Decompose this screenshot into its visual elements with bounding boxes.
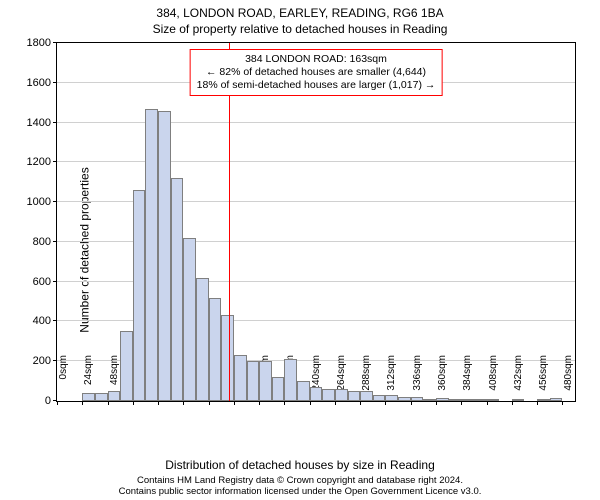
x-tick-label: 384sqm bbox=[462, 355, 473, 403]
plot-area: 0200400600800100012001400160018000sqm24s… bbox=[56, 42, 576, 402]
histogram-bar bbox=[360, 391, 373, 401]
histogram-bar bbox=[145, 109, 158, 401]
histogram-bar bbox=[512, 399, 525, 401]
histogram-bar bbox=[247, 361, 260, 401]
y-tick-label: 1200 bbox=[27, 156, 57, 168]
y-tick-label: 1400 bbox=[27, 117, 57, 129]
histogram-bar bbox=[158, 111, 171, 401]
histogram-bar bbox=[108, 391, 121, 401]
gridline bbox=[57, 122, 575, 123]
histogram-bar bbox=[171, 178, 184, 401]
histogram-bar bbox=[322, 389, 335, 401]
annotation-line-1: 384 LONDON ROAD: 163sqm bbox=[197, 53, 436, 66]
attribution-footer: Contains HM Land Registry data © Crown c… bbox=[0, 476, 600, 498]
histogram-bar bbox=[82, 393, 95, 401]
histogram-bar bbox=[537, 399, 550, 401]
histogram-bar bbox=[259, 361, 272, 401]
histogram-bar bbox=[196, 278, 209, 401]
histogram-bar bbox=[474, 399, 487, 401]
histogram-bar bbox=[348, 391, 361, 401]
histogram-bar bbox=[209, 298, 222, 401]
histogram-bar bbox=[449, 399, 462, 401]
x-tick-label: 0sqm bbox=[58, 355, 69, 403]
histogram-bar bbox=[310, 387, 323, 401]
histogram-bar bbox=[284, 359, 297, 401]
x-tick-label: 360sqm bbox=[437, 355, 448, 403]
y-tick-label: 400 bbox=[33, 315, 57, 327]
histogram-bar bbox=[133, 190, 146, 401]
chart-subtitle: Size of property relative to detached ho… bbox=[0, 22, 600, 36]
histogram-bar bbox=[335, 389, 348, 401]
x-tick-label: 432sqm bbox=[513, 355, 524, 403]
x-axis-label: Distribution of detached houses by size … bbox=[0, 458, 600, 472]
histogram-bar bbox=[373, 395, 386, 401]
histogram-bar bbox=[398, 397, 411, 401]
histogram-bar bbox=[436, 398, 449, 401]
histogram-bar bbox=[221, 315, 234, 401]
annotation-line-3: 18% of semi-detached houses are larger (… bbox=[197, 79, 436, 92]
chart-container: 384, LONDON ROAD, EARLEY, READING, RG6 1… bbox=[0, 0, 600, 500]
histogram-bar bbox=[385, 395, 398, 401]
x-tick-label: 408sqm bbox=[488, 355, 499, 403]
y-tick-label: 200 bbox=[33, 355, 57, 367]
y-tick-label: 0 bbox=[45, 395, 57, 407]
x-tick-label: 336sqm bbox=[412, 355, 423, 403]
histogram-bar bbox=[487, 399, 500, 401]
histogram-bar bbox=[272, 377, 285, 401]
histogram-bar bbox=[423, 399, 436, 401]
histogram-bar bbox=[95, 393, 108, 401]
histogram-bar bbox=[550, 398, 563, 401]
histogram-bar bbox=[297, 381, 310, 401]
histogram-bar bbox=[411, 397, 424, 401]
annotation-box: 384 LONDON ROAD: 163sqm ← 82% of detache… bbox=[190, 49, 443, 96]
histogram-bar bbox=[183, 238, 196, 401]
chart-title-address: 384, LONDON ROAD, EARLEY, READING, RG6 1… bbox=[0, 6, 600, 20]
x-tick-label: 456sqm bbox=[538, 355, 549, 403]
y-tick-label: 800 bbox=[33, 236, 57, 248]
gridline bbox=[57, 161, 575, 162]
reference-line bbox=[229, 43, 230, 401]
histogram-bar bbox=[461, 399, 474, 401]
y-tick-label: 600 bbox=[33, 276, 57, 288]
annotation-line-2: ← 82% of detached houses are smaller (4,… bbox=[197, 66, 436, 79]
y-tick-label: 1000 bbox=[27, 196, 57, 208]
footer-line-2: Contains public sector information licen… bbox=[0, 487, 600, 498]
y-tick-label: 1800 bbox=[27, 37, 57, 49]
y-tick-label: 1600 bbox=[27, 77, 57, 89]
histogram-bar bbox=[120, 331, 133, 401]
histogram-bar bbox=[234, 355, 247, 401]
x-tick-label: 480sqm bbox=[563, 355, 574, 403]
